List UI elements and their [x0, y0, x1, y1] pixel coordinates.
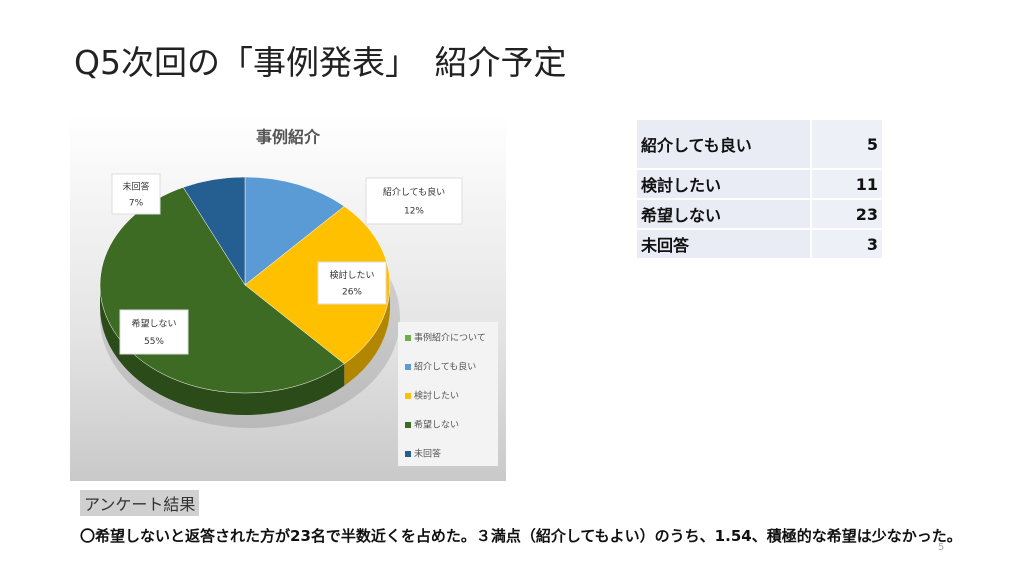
- table-row: 未回答 3: [637, 229, 882, 260]
- data-label-name: 未回答: [122, 180, 149, 192]
- data-table: 紹介しても良い 5 検討したい 11 希望しない 23 未回答 3: [637, 120, 882, 260]
- table-label: 未回答: [637, 229, 811, 260]
- legend-swatch: [405, 451, 411, 457]
- pie-slice: [182, 176, 246, 286]
- table-value: 5: [810, 120, 882, 170]
- legend-label: 紹介しても良い: [414, 361, 476, 373]
- data-label-name: 検討したい: [329, 269, 374, 281]
- pie-slice: [244, 176, 345, 286]
- legend-swatch: [405, 335, 411, 341]
- data-label-box: [119, 309, 189, 355]
- data-label-box: [111, 173, 161, 215]
- table-value: 23: [810, 199, 882, 230]
- pie-slice-side: [344, 285, 390, 386]
- data-label-box: [317, 261, 387, 305]
- slide-title: Q5次回の「事例発表」 紹介予定: [74, 43, 567, 82]
- section-label: アンケート結果: [80, 490, 200, 516]
- table-value: 3: [810, 229, 882, 260]
- legend-label: 希望しない: [414, 419, 459, 431]
- table-label: 希望しない: [637, 199, 811, 230]
- legend-label: 検討したい: [414, 390, 459, 402]
- legend-swatch: [405, 364, 411, 370]
- table-row: 検討したい 11: [637, 169, 882, 200]
- table-label: 検討したい: [637, 169, 811, 200]
- body-text: 〇希望しないと返答された方が23名で半数近くを占めた。３満点（紹介してもよい）の…: [80, 527, 962, 545]
- chart-title: 事例紹介: [256, 128, 321, 147]
- legend-swatch: [405, 422, 411, 428]
- data-label-value: 55%: [144, 337, 164, 347]
- page-number: 5: [938, 542, 945, 553]
- data-label-name: 紹介しても良い: [383, 186, 445, 198]
- data-label-value: 7%: [129, 198, 144, 208]
- data-label-value: 26%: [342, 288, 362, 298]
- legend-label: 事例紹介について: [414, 332, 486, 344]
- table-label: 紹介しても良い: [637, 120, 811, 170]
- table-row: 紹介しても良い 5: [637, 120, 882, 170]
- legend-swatch: [405, 393, 411, 399]
- data-label-box: [365, 177, 463, 225]
- data-label-value: 12%: [404, 207, 424, 217]
- table-value: 11: [810, 169, 882, 200]
- data-label-name: 希望しない: [131, 318, 176, 330]
- pie-slice-side: [100, 285, 345, 415]
- table-row: 希望しない 23: [637, 199, 882, 230]
- legend-label: 未回答: [414, 448, 441, 460]
- legend-box: [398, 322, 498, 466]
